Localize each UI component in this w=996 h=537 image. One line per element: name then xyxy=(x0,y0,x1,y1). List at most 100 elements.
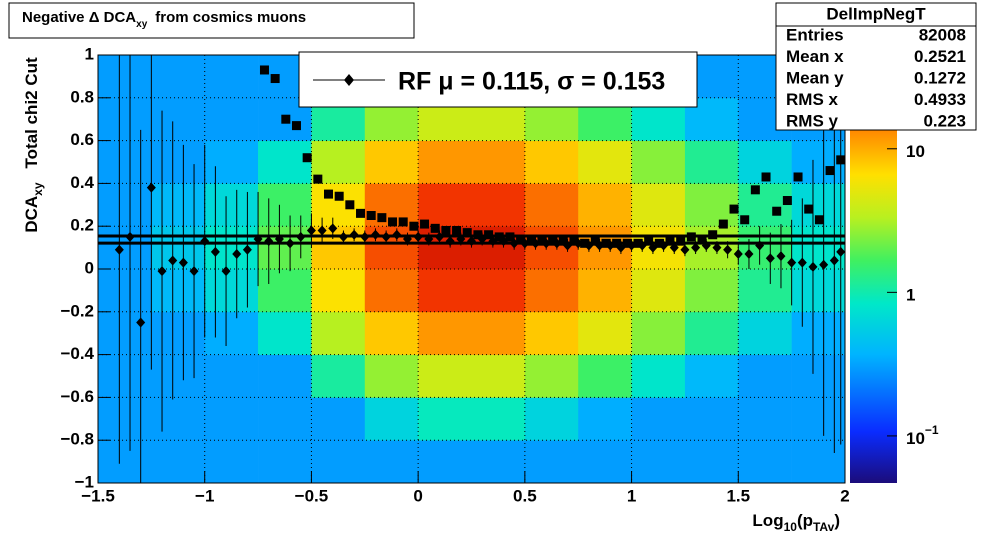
heat-cell xyxy=(311,183,366,227)
diamond-point xyxy=(776,251,786,262)
square-point xyxy=(676,236,686,246)
z-tick-label: 10 xyxy=(906,142,925,161)
heat-cell xyxy=(98,55,152,99)
square-point xyxy=(708,230,718,240)
heat-cell xyxy=(258,269,312,313)
heat-cell xyxy=(364,140,419,184)
x-label-sub: 10 xyxy=(784,520,798,534)
diamond-point xyxy=(178,257,188,268)
square-point xyxy=(505,232,515,242)
heat-cell xyxy=(151,140,206,184)
heat-cell xyxy=(418,354,472,398)
square-point xyxy=(270,74,280,84)
square-point xyxy=(409,221,419,231)
heat-cell xyxy=(791,440,845,483)
heat-cell xyxy=(98,226,152,270)
heat-cell xyxy=(204,440,259,483)
heat-cell xyxy=(151,440,206,483)
heat-cell xyxy=(258,397,312,441)
y-tick-label: −0.4 xyxy=(60,344,94,363)
diamond-point xyxy=(136,317,146,328)
y-tick-label: 0.8 xyxy=(70,87,94,106)
square-point xyxy=(366,211,376,220)
heat-cell xyxy=(471,397,526,441)
diamond-point xyxy=(370,229,380,240)
y-tick-label: 0.4 xyxy=(70,173,94,192)
heat-cell xyxy=(204,269,259,313)
heat-cell xyxy=(791,311,845,355)
z-tick-exp: −1 xyxy=(925,423,939,437)
heat-cell xyxy=(524,226,579,270)
diamond-point xyxy=(306,225,316,236)
diamond-point xyxy=(274,234,284,245)
z-tick-label: 10−1 xyxy=(906,423,939,448)
heat-cell xyxy=(524,440,579,483)
heat-cell xyxy=(631,397,686,441)
heat-cell xyxy=(98,97,152,141)
heat-cell xyxy=(738,354,792,398)
heat-cell xyxy=(151,269,206,313)
heat-cell xyxy=(471,183,526,227)
square-point xyxy=(313,174,323,184)
stats-key: Mean y xyxy=(786,68,844,87)
heat-cell xyxy=(418,440,472,483)
diamond-point xyxy=(125,231,135,242)
square-point xyxy=(697,234,707,244)
heat-cell xyxy=(418,311,472,355)
z-tick-base: 1 xyxy=(906,286,915,305)
stats-key: RMS x xyxy=(786,90,839,109)
diamond-point xyxy=(189,266,199,277)
heat-cell xyxy=(204,140,259,184)
y-tick-label: −1 xyxy=(75,472,94,491)
diamond-point xyxy=(264,236,274,247)
heat-cell xyxy=(738,311,792,355)
heat-cell xyxy=(364,397,419,441)
heat-cell xyxy=(684,440,739,483)
square-point xyxy=(814,215,824,225)
diamond-point xyxy=(402,234,412,245)
square-point xyxy=(548,236,558,246)
diamond-point xyxy=(349,229,359,240)
y-tick-label: 0 xyxy=(85,258,94,277)
heat-cell xyxy=(524,311,579,355)
square-point xyxy=(452,225,462,235)
diamond-point xyxy=(723,244,733,255)
heat-cell xyxy=(204,97,259,141)
heat-cell xyxy=(471,311,526,355)
diamond-point xyxy=(819,259,829,270)
heat-cell xyxy=(684,354,739,398)
heat-cell xyxy=(258,354,312,398)
diamond-point xyxy=(210,246,220,257)
stats-rows: Entries 82008 Mean x 0.2521 Mean y 0.1272 RMS … xyxy=(786,25,966,130)
y-tick-label: 0.6 xyxy=(70,130,94,149)
heat-cell xyxy=(578,311,632,355)
heat-cell xyxy=(578,440,632,483)
x-tick-label: 2 xyxy=(840,486,849,505)
diamond-point xyxy=(146,182,156,193)
heat-cell xyxy=(418,269,472,313)
heat-cell xyxy=(471,140,526,184)
diamond-point xyxy=(445,236,455,247)
heat-cell xyxy=(98,397,152,441)
heat-cell xyxy=(791,269,845,313)
square-point xyxy=(420,219,430,229)
title-rest: from cosmics muons xyxy=(155,9,306,26)
x-tick-label: −0.5 xyxy=(295,486,329,505)
square-point xyxy=(334,191,344,201)
heat-cell xyxy=(791,354,845,398)
title-main: Negative Δ DCA xyxy=(22,9,136,26)
diamond-point xyxy=(296,231,306,242)
square-point xyxy=(356,208,366,218)
square-point xyxy=(558,236,568,246)
square-point xyxy=(345,200,355,210)
square-point xyxy=(804,204,814,214)
heat-cell xyxy=(631,354,686,398)
heat-cell xyxy=(524,140,579,184)
z-tick-base: 10 xyxy=(906,429,925,448)
square-point xyxy=(772,206,782,216)
heat-cell xyxy=(631,440,686,483)
square-point xyxy=(526,236,536,246)
diamond-point xyxy=(765,253,775,264)
y-label-2: Total chi2 Cut xyxy=(22,57,41,168)
title-box xyxy=(8,2,415,39)
